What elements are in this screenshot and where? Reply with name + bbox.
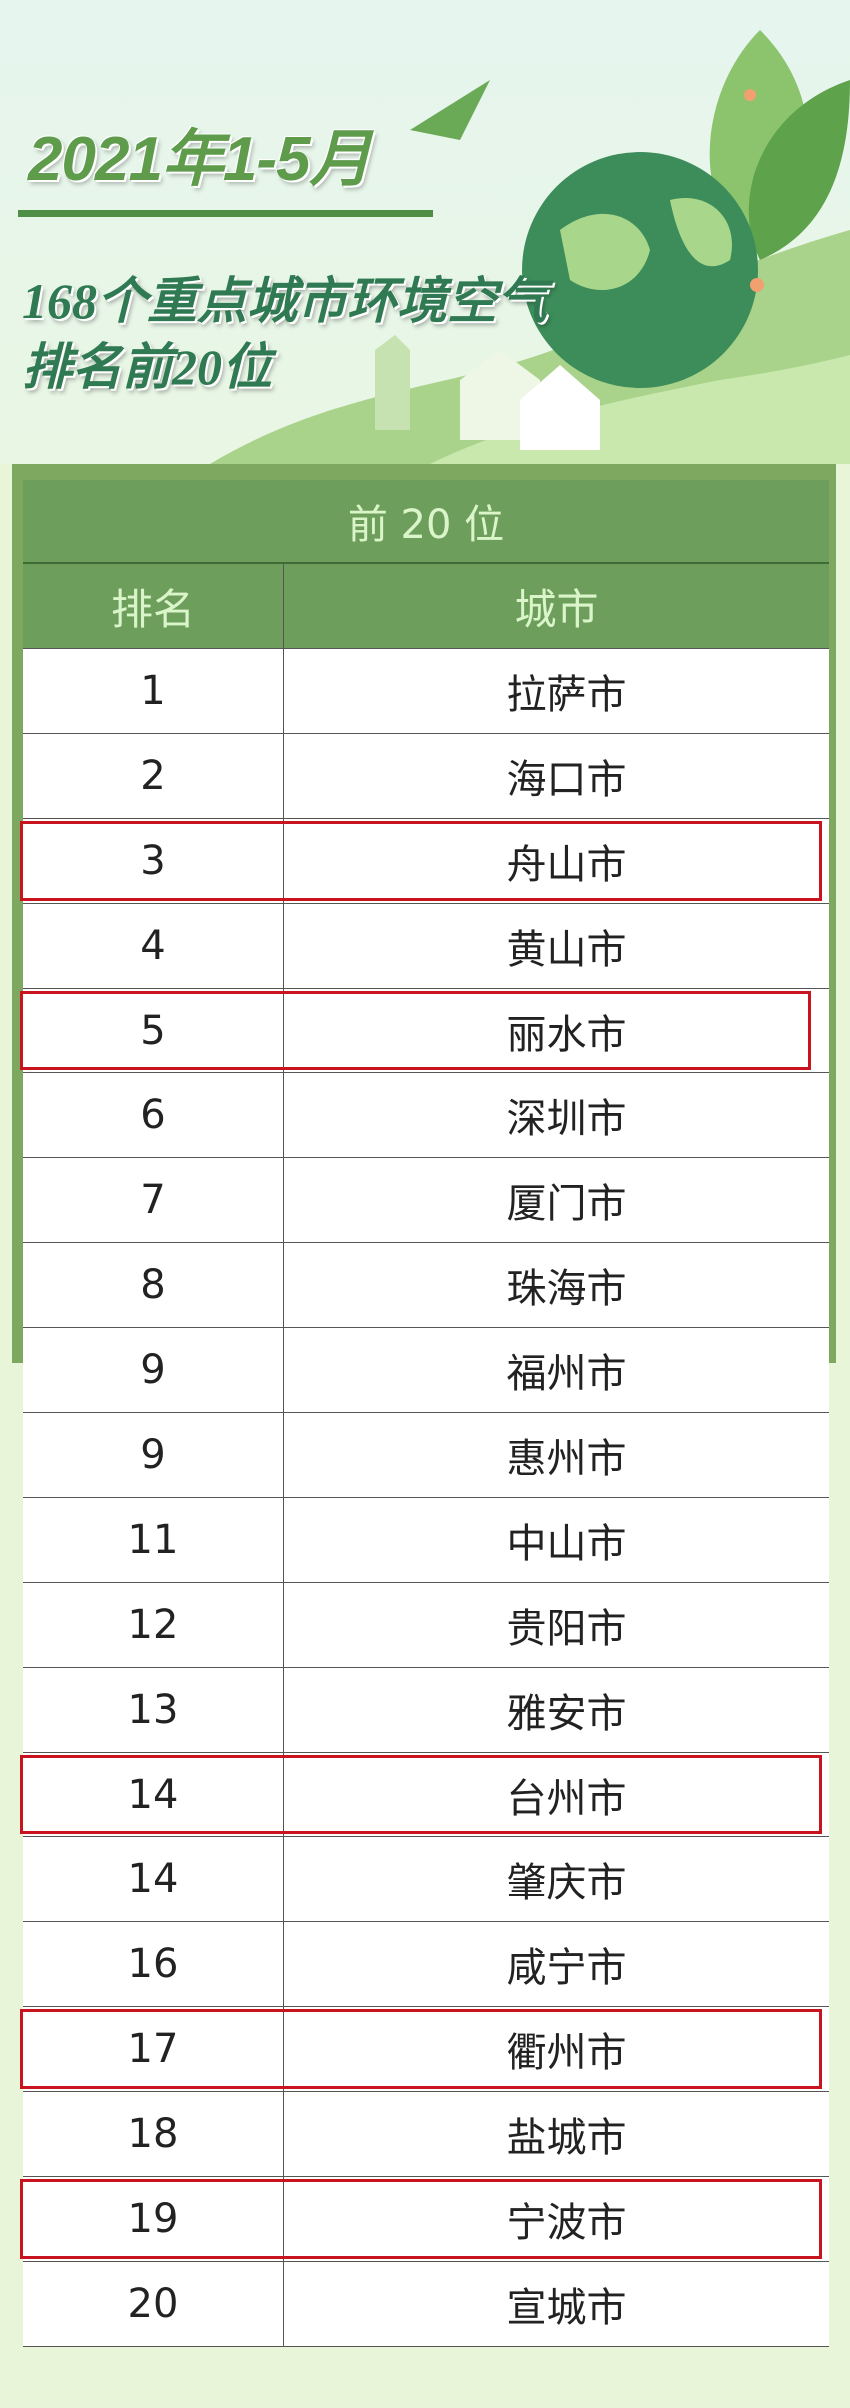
rank-cell: 14 [23,1752,284,1837]
rank-cell: 18 [23,2092,284,2177]
table-row: 17 衢州市 [20,2007,829,2093]
table-row: 13 雅安市 [23,1667,829,1753]
table-caption: 前 20 位 [23,480,829,564]
rank-cell: 13 [23,1667,284,1752]
ranking-table: 前 20 位 排名 城市 1 拉萨市 2 海口市 3 舟山市 4 黄山市 5 丽水市 6 深圳市 7 厦门… [20,480,829,2347]
city-cell: 舟山市 [506,841,627,888]
city-cell: 宁波市 [506,2199,627,2246]
rank-cell: 7 [23,1158,284,1243]
paper-plane-icon [410,80,490,140]
table-row: 18 盐城市 [23,2092,829,2178]
city-cell: 丽水市 [506,1011,627,1058]
rank-cell: 3 [23,818,284,903]
table-body: 1 拉萨市 2 海口市 3 舟山市 4 黄山市 5 丽水市 6 深圳市 7 厦门市 8 珠海市 9 福州市 9 惠州市… [20,649,829,2347]
table-row: 8 珠海市 [23,1243,829,1329]
rank-cell: 4 [23,903,284,988]
table-row: 12 贵阳市 [23,1582,829,1668]
table-row: 2 海口市 [23,733,829,819]
continent-shape [670,198,732,267]
city-cell: 海口市 [506,756,627,803]
city-cell: 台州市 [506,1775,627,1822]
city-cell: 深圳市 [506,1096,627,1143]
column-header-rank: 排名 [23,564,284,648]
city-cell: 盐城市 [506,2115,627,2162]
city-cell: 拉萨市 [506,671,627,718]
city-cell: 衢州市 [506,2030,627,2077]
table-row: 9 福州市 [23,1328,829,1414]
title-subtitle: 168个重点城市环境空气 排名前20位 [22,268,547,400]
table-row: 5 丽水市 [20,988,829,1074]
rank-cell: 17 [23,2007,284,2092]
city-cell: 厦门市 [506,1181,627,1228]
column-header-city: 城市 [514,584,599,634]
table-row: 14 肇庆市 [23,1837,829,1923]
rank-cell: 5 [23,988,284,1073]
city-cell: 中山市 [506,1520,627,1567]
table-row: 1 拉萨市 [23,649,829,734]
header-banner: 2021年1-5月 168个重点城市环境空气 排名前20位 [0,0,850,464]
rank-cell: 11 [23,1497,284,1582]
leaf-icon [748,80,850,260]
rank-cell: 14 [23,1837,284,1922]
eco-illustration [210,30,850,464]
table-row: 19 宁波市 [20,2177,829,2262]
table-row: 6 深圳市 [23,1073,829,1159]
city-cell: 福州市 [506,1351,627,1398]
rank-cell: 20 [23,2261,284,2346]
flower-icon [750,278,764,292]
table-header-row: 排名 城市 [23,564,829,649]
city-cell: 珠海市 [506,1266,627,1313]
city-cell: 黄山市 [506,926,627,973]
rank-cell: 8 [23,1243,284,1328]
title-divider [18,210,433,217]
table-row: 3 舟山市 [20,818,829,904]
table-row: 7 厦门市 [23,1158,829,1244]
rank-cell: 9 [23,1328,284,1413]
city-cell: 惠州市 [506,1435,627,1482]
subtitle-line1: 168个重点城市环境空气 [22,273,547,329]
subtitle-line2: 排名前20位 [22,339,272,395]
building-icon [375,335,410,430]
continent-shape [560,213,650,290]
table-row: 16 咸宁市 [23,1922,829,2008]
table-row: 11 中山市 [23,1497,829,1583]
rank-cell: 19 [23,2177,284,2261]
city-cell: 贵阳市 [506,1605,627,1652]
rank-cell: 1 [23,649,284,733]
city-cell: 宣城市 [506,2284,627,2331]
rank-cell: 12 [23,1582,284,1667]
city-cell: 咸宁市 [506,1945,627,1992]
flower-icon [744,89,756,101]
rank-cell: 9 [23,1413,284,1497]
title-date-range: 2021年1-5月 [28,125,372,194]
table-row: 14 台州市 [20,1752,829,1838]
house-icon [520,365,600,450]
city-cell: 雅安市 [506,1690,627,1737]
rank-cell: 16 [23,1922,284,2007]
table-row: 4 黄山市 [23,903,829,989]
table-row: 9 惠州市 [23,1413,829,1498]
table-row: 20 宣城市 [23,2261,829,2347]
rank-cell: 6 [23,1073,284,1158]
rank-cell: 2 [23,733,284,818]
city-cell: 肇庆市 [506,1860,627,1907]
